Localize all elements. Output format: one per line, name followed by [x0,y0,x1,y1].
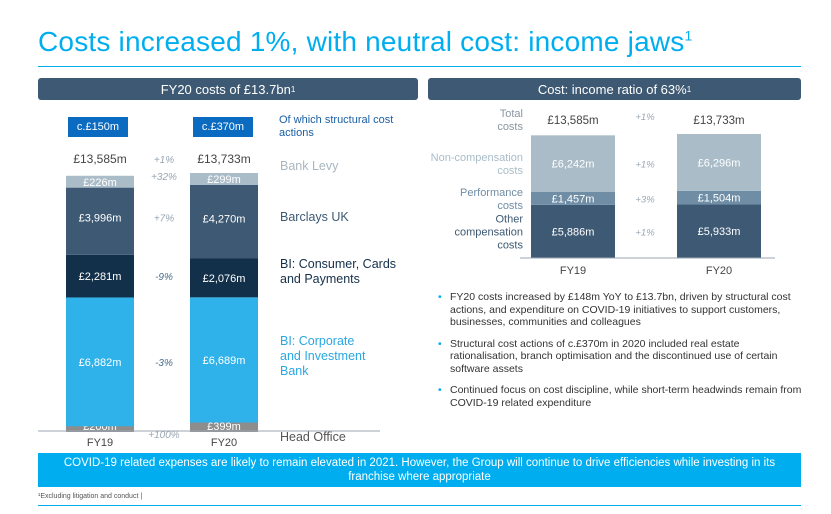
change-label: +100% [148,430,180,441]
label-line: Total [500,108,523,120]
commentary-item: FY20 costs increased by £148m YoY to £13… [438,291,803,329]
bar-value-label: £4,270m [203,214,246,226]
footer-rule [38,505,801,506]
bar-value-label: £1,504m [698,193,741,205]
label-line: Non-compensation [431,152,523,164]
bar-value-label: £2,076m [203,273,246,285]
series-name-label: Bank Levy [280,159,339,173]
footnote: ¹Excluding litigation and conduct | [38,493,143,500]
change-label: +1% [635,160,655,171]
bar-value-label: £6,296m [698,157,741,169]
bar-value-label: £5,886m [552,226,595,238]
right-cost-chart: £5,886m £1,457m £6,242m £5,933m £1,504m £6,29… [431,108,775,277]
series-name-line: Head Office [280,430,346,444]
change-label: +32% [151,172,177,183]
series-name-line: Bank Levy [280,159,339,173]
bar-value-label: £6,882m [79,357,122,369]
series-name-label: Other compensation costs [455,213,524,251]
change-label-total: +1% [154,155,174,166]
total-costs-label: Total costs [497,108,523,133]
change-label: +7% [154,213,174,224]
page-title: Costs increased 1%, with neutral cost: i… [38,26,693,57]
total-label-fy19: £13,585m [547,115,598,127]
bar-value-label: £6,689m [203,355,246,367]
series-name-label: Non-compensation costs [431,152,524,177]
bar-segment [66,179,134,255]
bar-value-label: £1,457m [552,193,595,205]
series-name-line: BI: Corporate [280,334,354,348]
bar-value-label: £5,933m [698,226,741,238]
series-name-line: Barclays UK [280,210,349,224]
structural-label: Of which structural cost actions [279,114,394,139]
x-tick-label: FY19 [87,437,113,449]
series-name-label: Barclays UK [280,210,349,224]
series-name-line: BI: Consumer, Cards [280,257,396,271]
label-line: costs [497,200,523,212]
bar-segment [531,191,615,205]
commentary-list: FY20 costs increased by £148m YoY to £13… [438,291,803,418]
bar-segment [677,134,761,191]
bar-value-label: £3,996m [79,212,122,224]
series-name-label: BI: Corporate and Investment Bank [280,334,366,378]
left-panel-header: FY20 costs of £13.7bn 1 [38,78,418,100]
label-line: costs [497,165,523,177]
series-name-line: and Investment [280,349,366,363]
change-label: +1% [635,227,655,238]
outlook-banner: COVID-19 related expenses are likely to … [38,453,801,487]
series-name-line: and Payments [280,272,360,286]
structural-tag-fy20: c.£370m [193,117,253,137]
label-line: costs [497,239,523,251]
total-label-fy20: £13,733m [197,152,250,166]
bar-segment [66,297,134,427]
commentary-item: Structural cost actions of c.£370m in 20… [438,338,803,376]
bar-segment [531,204,615,258]
series-name-label: Performance costs [460,187,523,212]
series-name-label: Head Office [280,430,346,444]
bar-segment [677,190,761,205]
x-tick-label: FY19 [560,265,586,277]
bar-segment [677,204,761,258]
bar-value-label: £6,242m [552,159,595,171]
bar-value-label: £2,281m [79,271,122,283]
label-line: costs [497,121,523,133]
bar-value-label: £399m [207,421,241,433]
label-line: compensation [455,226,524,238]
bar-segment [190,178,258,259]
bar-segment [531,135,615,192]
title-rule [38,66,801,67]
commentary-item: Continued focus on cost discipline, whil… [438,384,803,409]
bar-value-label: £226m [83,177,117,189]
series-name-line: Bank [280,364,309,378]
series-name-label: BI: Consumer, Cards and Payments [280,257,396,286]
change-label: -9% [155,272,173,283]
bar-segment [190,258,258,298]
change-label: +3% [635,194,655,205]
total-label-fy20: £13,733m [693,115,744,127]
bar-segment [190,297,258,423]
x-tick-label: FY20 [706,265,732,277]
change-label-total: +1% [635,112,655,123]
label-line: Performance [460,187,523,199]
total-label-fy19: £13,585m [73,152,126,166]
bar-segment [66,175,134,188]
bar-segment [190,173,258,185]
left-cost-chart: £200m£6,882m£2,281m£3,996m£226m£399m£6,6… [38,152,396,449]
bar-value-label: £299m [207,174,241,186]
bar-segment [190,420,258,432]
label-line: Other [495,213,523,225]
structural-tag-fy19: c.£150m [68,117,128,137]
change-label: -3% [155,358,173,369]
bar-segment [66,254,134,298]
x-tick-label: FY20 [211,437,237,449]
right-panel-header: Cost: income ratio of 63% 1 [428,78,801,100]
